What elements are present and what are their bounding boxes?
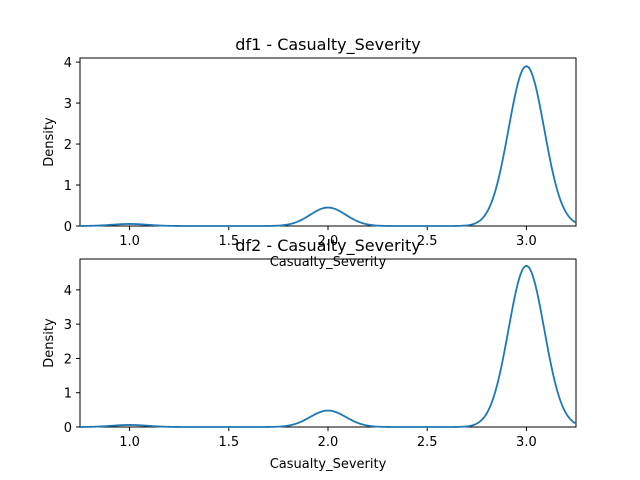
y-tick-label: 0	[64, 220, 72, 235]
x-tick-label: 1.5	[218, 435, 239, 450]
x-tick-label: 1.0	[119, 435, 140, 450]
y-tick-label: 4	[64, 284, 72, 299]
y-axis-label: Density	[42, 117, 57, 167]
x-tick-label: 2.5	[417, 435, 438, 450]
x-tick-label: 2.0	[318, 435, 339, 450]
x-tick-label: 1.5	[218, 234, 239, 249]
y-tick-label: 2	[64, 352, 72, 367]
y-tick-label: 1	[64, 387, 72, 402]
density-curve	[79, 264, 577, 428]
x-tick-label: 3.0	[516, 234, 537, 249]
subplot-df1: df1 - Casualty_Severity 1.0 1.5 2.0 2.5 3.0 …	[42, 35, 577, 270]
y-tick-label: 2	[64, 138, 72, 153]
chart-title: df2 - Casualty_Severity	[235, 236, 420, 256]
y-tick-label: 3	[64, 318, 72, 333]
x-axis-label: Casualty_Severity	[270, 457, 387, 472]
x-axis-label: Casualty_Severity	[270, 255, 387, 270]
y-tick-label: 1	[64, 179, 72, 194]
y-axis-label: Density	[42, 318, 57, 368]
chart-title: df1 - Casualty_Severity	[235, 35, 420, 55]
plot-frame	[79, 258, 577, 428]
y-tick-label: 3	[64, 97, 72, 112]
x-ticks: 1.0 1.5 2.0 2.5 3.0	[119, 427, 537, 450]
y-tick-label: 4	[64, 56, 72, 71]
plot-frame	[79, 57, 577, 227]
y-ticks: 0 1 2 3 4	[64, 284, 80, 436]
y-ticks: 0 1 2 3 4	[64, 56, 80, 235]
x-tick-label: 3.0	[516, 435, 537, 450]
x-tick-label: 2.5	[417, 234, 438, 249]
y-tick-label: 0	[64, 421, 72, 436]
x-ticks: 1.0 1.5 2.0 2.5 3.0	[119, 226, 537, 249]
density-curve	[79, 65, 577, 227]
x-tick-label: 2.0	[318, 234, 339, 249]
x-tick-label: 1.0	[119, 234, 140, 249]
